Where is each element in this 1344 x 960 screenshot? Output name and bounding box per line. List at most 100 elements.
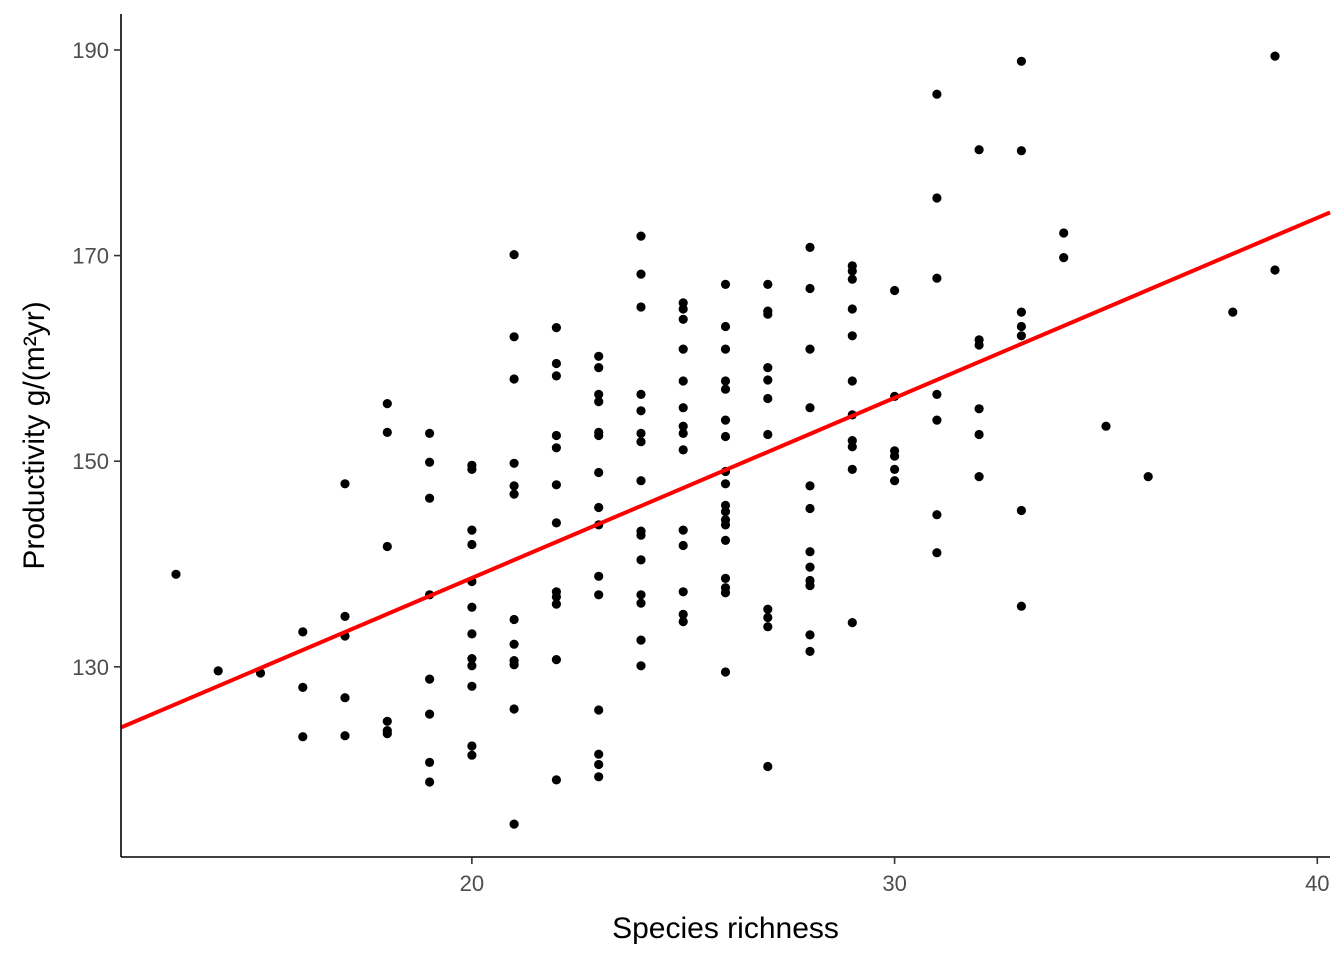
data-point [805,646,815,657]
data-point [551,518,562,528]
data-point [720,588,731,598]
data-point [467,602,477,612]
data-point [551,430,562,441]
data-point [932,89,942,99]
data-point [551,480,562,490]
data-point [890,451,900,461]
data-point [636,269,646,279]
data-point [594,430,604,441]
data-point [509,250,519,260]
data-point [551,775,562,785]
data-point [551,655,562,665]
data-point [382,399,392,409]
data-point [847,331,857,341]
data-point [847,464,857,474]
data-point [678,403,688,413]
data-point [425,493,435,503]
data-point [509,374,519,384]
data-point [636,389,646,399]
data-point [594,389,604,399]
data-point [678,421,688,431]
data-point [594,749,604,759]
data-point [805,481,815,491]
data-point [1016,146,1026,156]
data-point [636,598,646,608]
data-points [171,51,1280,829]
x-tick-label: 20 [460,871,484,896]
data-point [847,618,857,628]
data-point [763,622,773,632]
data-point [763,604,773,614]
data-point [890,476,900,486]
data-point [594,502,604,513]
data-point [594,705,604,715]
data-point [340,731,350,741]
data-point [594,397,604,407]
data-point [847,442,857,452]
data-point [720,520,731,530]
data-point [594,590,604,600]
y-axis-title: Productivity g/(m²yr) [18,301,51,569]
data-point [509,481,519,491]
x-axis-title: Species richness [612,912,839,945]
regression-line [120,210,1331,730]
data-point [805,242,815,252]
data-point [805,344,815,354]
data-point [425,757,435,768]
data-point [467,525,477,535]
data-point [720,667,731,677]
data-point [636,406,646,416]
data-point [678,445,688,455]
data-point [805,283,815,294]
data-point [298,682,308,693]
data-point [467,654,477,664]
data-point [509,660,519,670]
data-point [340,611,350,622]
data-point [298,732,308,742]
data-point [763,279,773,289]
data-point [974,472,984,482]
data-point [763,612,773,623]
data-point [340,693,350,703]
data-point [805,630,815,640]
data-point [594,351,604,361]
data-point [467,464,477,474]
y-tick-label: 150 [72,449,109,474]
data-point [1016,56,1026,66]
data-point [847,274,857,284]
data-point [890,464,900,474]
data-point [1270,51,1280,61]
data-point [551,323,562,333]
data-point [594,772,604,782]
data-point [763,393,773,404]
data-point [636,437,646,447]
data-point [805,547,815,557]
data-point [847,304,857,314]
data-point [425,777,435,787]
data-point [636,302,646,312]
data-point [636,635,646,645]
data-point [382,729,392,739]
data-point [678,525,688,535]
data-point [720,535,731,546]
data-point [425,457,435,467]
data-point [932,273,942,283]
data-point [425,709,435,719]
data-point [509,639,519,649]
data-point [678,376,688,386]
data-point [932,389,942,399]
data-point [467,681,477,691]
data-point [720,415,731,425]
data-point [636,476,646,486]
data-point [763,429,773,440]
data-point [763,309,773,319]
data-point [636,530,646,540]
data-point [932,510,942,520]
data-point [1016,601,1026,611]
y-tick-label: 190 [72,38,109,63]
data-point [678,609,688,620]
data-point [1228,307,1238,317]
data-point [763,761,773,772]
data-point [720,321,731,332]
